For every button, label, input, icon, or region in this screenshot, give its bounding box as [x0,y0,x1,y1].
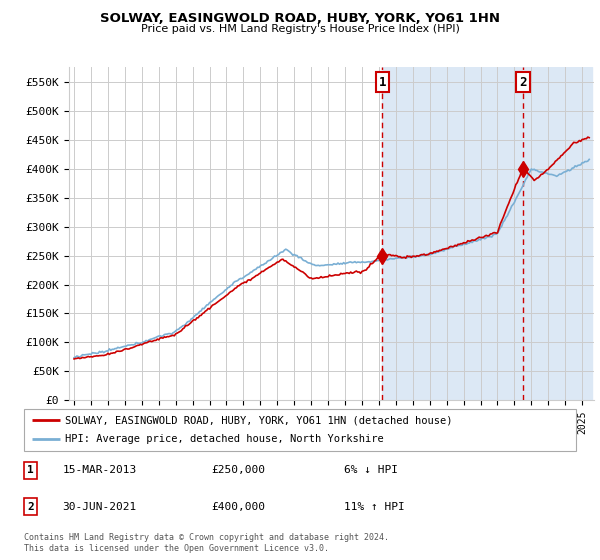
Bar [523,67,592,400]
FancyBboxPatch shape [24,409,576,451]
Text: Contains HM Land Registry data © Crown copyright and database right 2024.
This d: Contains HM Land Registry data © Crown c… [24,533,389,553]
Text: £400,000: £400,000 [212,502,266,511]
Text: £250,000: £250,000 [212,465,266,475]
Text: 1: 1 [27,465,34,475]
Text: 1: 1 [379,76,386,88]
Text: SOLWAY, EASINGWOLD ROAD, HUBY, YORK, YO61 1HN: SOLWAY, EASINGWOLD ROAD, HUBY, YORK, YO6… [100,12,500,25]
Bar [382,67,523,400]
Text: HPI: Average price, detached house, North Yorkshire: HPI: Average price, detached house, Nort… [65,435,384,445]
Text: 11% ↑ HPI: 11% ↑ HPI [344,502,405,511]
Text: Price paid vs. HM Land Registry's House Price Index (HPI): Price paid vs. HM Land Registry's House … [140,24,460,34]
Text: 6% ↓ HPI: 6% ↓ HPI [344,465,398,475]
Text: 30-JUN-2021: 30-JUN-2021 [62,502,137,511]
Text: SOLWAY, EASINGWOLD ROAD, HUBY, YORK, YO61 1HN (detached house): SOLWAY, EASINGWOLD ROAD, HUBY, YORK, YO6… [65,415,453,425]
Text: 2: 2 [519,76,527,88]
Text: 15-MAR-2013: 15-MAR-2013 [62,465,137,475]
Text: 2: 2 [27,502,34,511]
